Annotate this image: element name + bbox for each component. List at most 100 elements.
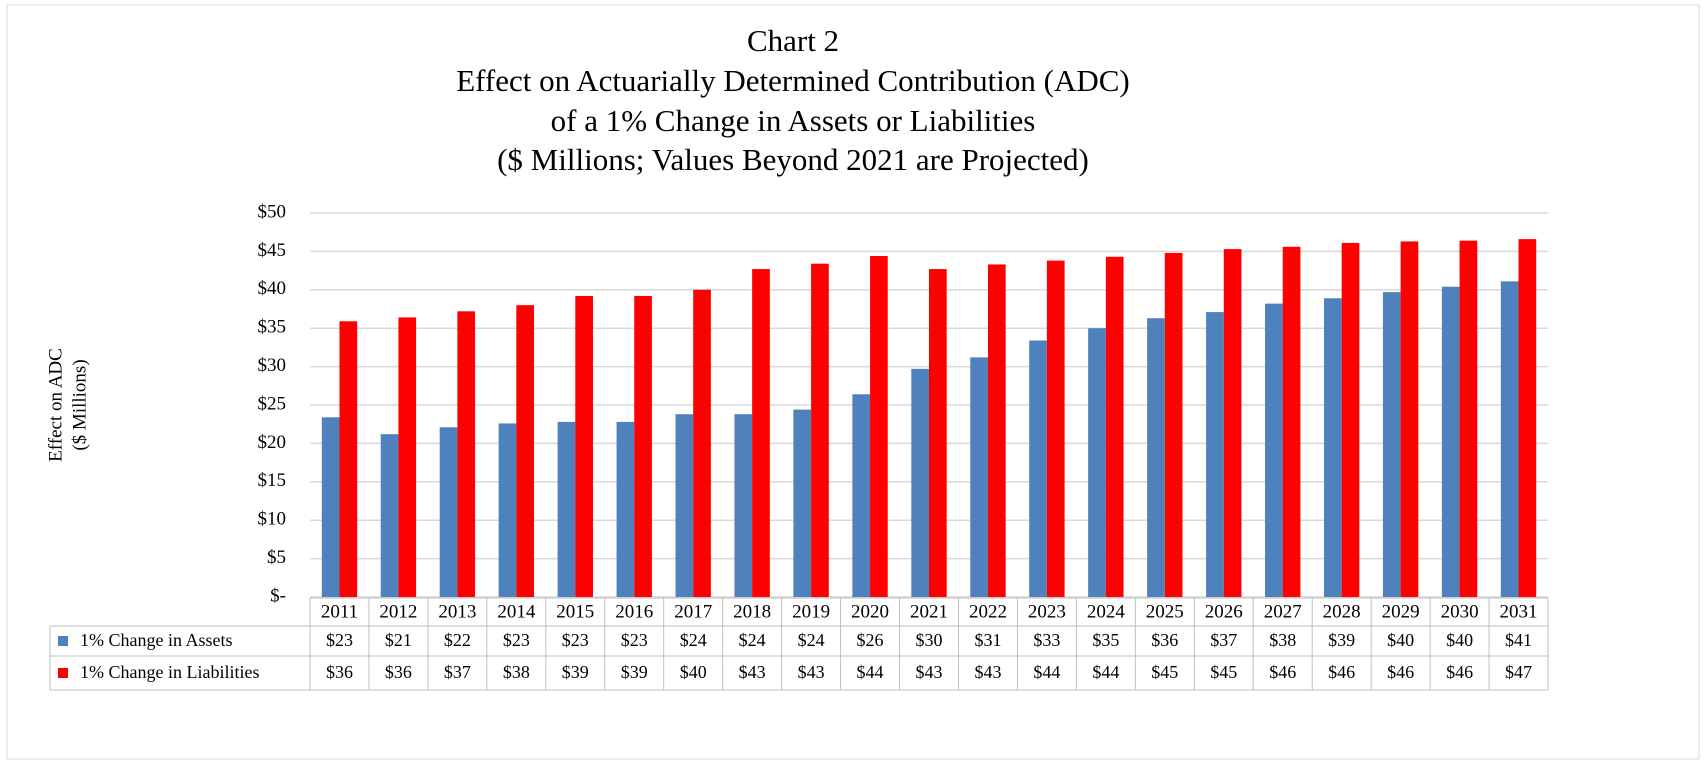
data-label: $43: [798, 662, 825, 682]
bar: [1223, 249, 1242, 597]
bar: [1459, 240, 1478, 597]
y-tick-label: $5: [267, 547, 286, 568]
y-tick-label: $-: [270, 585, 286, 606]
bar: [1323, 298, 1342, 597]
y-tick-label: $30: [258, 355, 287, 376]
bar: [457, 311, 476, 597]
x-tick-label: 2029: [1382, 601, 1420, 622]
bar: [1029, 340, 1047, 597]
data-label: $37: [1210, 630, 1237, 650]
x-tick-label: 2022: [969, 601, 1007, 622]
bar: [1088, 328, 1106, 597]
data-label: $26: [857, 630, 884, 650]
y-tick-label: $35: [258, 317, 287, 338]
bar: [970, 357, 988, 597]
data-label: $44: [1033, 662, 1060, 682]
data-label: $40: [1446, 630, 1473, 650]
bar: [811, 263, 829, 597]
chart-subtitle: of a 1% Change in Assets or Liabilities: [551, 103, 1036, 138]
y-axis-label: Effect on ADC: [45, 348, 66, 462]
data-label: $39: [621, 662, 648, 682]
data-label: $39: [1328, 630, 1355, 650]
y-tick-label: $50: [258, 201, 287, 222]
data-label: $24: [680, 630, 707, 650]
x-tick-label: 2027: [1264, 601, 1302, 622]
data-label: $24: [798, 630, 825, 650]
bar: [1441, 286, 1460, 597]
legend-swatch: [58, 636, 68, 646]
data-label: $44: [1092, 662, 1119, 682]
data-label: $23: [326, 630, 353, 650]
data-label: $39: [562, 662, 589, 682]
chart-title: Chart 2: [747, 23, 839, 58]
bar: [380, 434, 399, 597]
chart-border: [6, 4, 1700, 760]
x-tick-label: 2016: [615, 601, 653, 622]
x-tick-label: 2013: [438, 601, 476, 622]
bar: [575, 295, 593, 597]
data-label: $44: [857, 662, 884, 682]
legend-swatch: [58, 668, 68, 678]
x-tick-label: 2020: [851, 601, 889, 622]
bar: [398, 317, 417, 597]
data-label: $21: [385, 630, 412, 650]
bar: [498, 423, 517, 597]
x-tick-label: 2019: [792, 601, 830, 622]
bar: [852, 394, 871, 597]
data-label: $22: [444, 630, 471, 650]
bar: [870, 256, 888, 597]
x-tick-label: 2024: [1087, 601, 1126, 622]
bar: [1341, 242, 1360, 597]
bar: [752, 269, 770, 597]
bar: [1265, 303, 1283, 597]
data-label: $23: [621, 630, 648, 650]
data-label: $40: [1387, 630, 1414, 650]
bar: [987, 264, 1006, 597]
bar: [1147, 318, 1165, 597]
data-label: $45: [1210, 662, 1237, 682]
x-tick-label: 2031: [1500, 601, 1538, 622]
bar: [734, 414, 753, 597]
data-label: $45: [1151, 662, 1178, 682]
data-label: $46: [1269, 662, 1296, 682]
x-tick-label: 2028: [1323, 601, 1361, 622]
data-label: $30: [916, 630, 943, 650]
x-tick-label: 2026: [1205, 601, 1243, 622]
data-label: $35: [1092, 630, 1119, 650]
y-tick-label: $40: [258, 278, 287, 299]
bar: [1164, 252, 1183, 597]
x-tick-label: 2012: [379, 601, 417, 622]
data-label: $46: [1446, 662, 1473, 682]
bar: [321, 417, 340, 597]
data-label: $33: [1033, 630, 1060, 650]
x-tick-label: 2014: [497, 601, 536, 622]
bar: [1518, 239, 1537, 597]
bar: [1282, 246, 1301, 598]
bar: [911, 368, 929, 597]
data-label: $46: [1328, 662, 1355, 682]
x-tick-label: 2023: [1028, 601, 1066, 622]
data-label: $36: [1151, 630, 1178, 650]
data-label: $38: [1269, 630, 1296, 650]
data-label: $43: [916, 662, 943, 682]
chart-subtitle: ($ Millions; Values Beyond 2021 are Proj…: [497, 142, 1089, 177]
bar: [634, 295, 652, 597]
bar: [793, 409, 812, 597]
bar: [339, 321, 358, 597]
bar: [557, 421, 576, 597]
bar: [693, 289, 711, 597]
data-label: $47: [1505, 662, 1532, 682]
x-tick-label: 2015: [556, 601, 594, 622]
bar: [439, 427, 458, 597]
x-tick-label: 2011: [321, 601, 358, 622]
bar: [1206, 312, 1224, 597]
y-tick-label: $25: [258, 393, 287, 414]
x-tick-label: 2021: [910, 601, 948, 622]
x-tick-label: 2030: [1441, 601, 1479, 622]
data-label: $41: [1505, 630, 1532, 650]
x-tick-label: 2017: [674, 601, 712, 622]
data-label: $37: [444, 662, 471, 682]
bar: [1500, 281, 1519, 597]
data-label: $31: [974, 630, 1001, 650]
x-tick-label: 2018: [733, 601, 771, 622]
